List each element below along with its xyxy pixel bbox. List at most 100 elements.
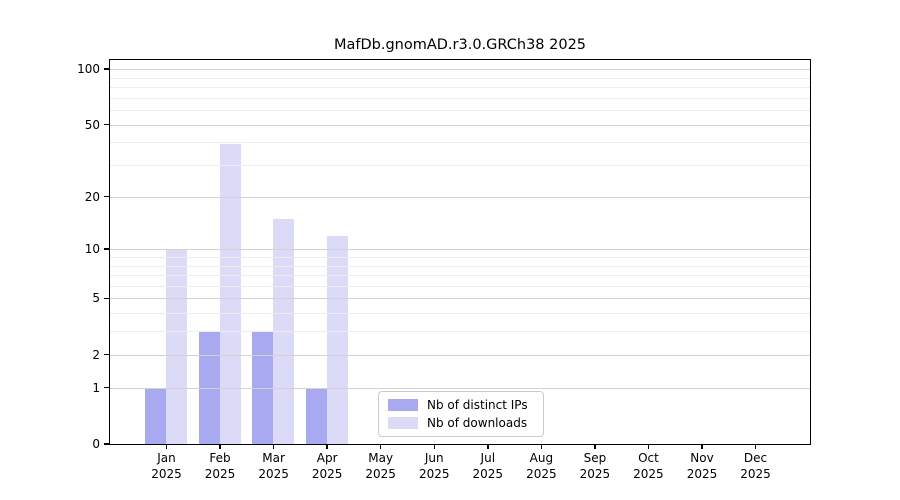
legend-item-distinct-ips: Nb of distinct IPs: [388, 398, 534, 412]
y-tick-label-2: 2: [92, 347, 100, 362]
gridline-minor-60: [110, 110, 810, 111]
bar-nb-of-downloads-feb: [219, 144, 241, 444]
y-tick-label-0: 0: [92, 437, 100, 451]
x-tick-aug: [540, 444, 543, 449]
gridline-minor-40: [110, 142, 810, 144]
gridline-major-10: [110, 249, 810, 251]
legend-label-distinct-ips: Nb of distinct IPs: [427, 398, 528, 413]
bar-nb-of-distinct-ips-mar: [252, 331, 274, 444]
x-tick-month: May: [368, 451, 394, 465]
gridline-minor-4: [110, 313, 810, 315]
y-tick-label-5: 5: [92, 291, 100, 306]
x-tick-label-apr: Apr 2025: [295, 451, 359, 482]
x-tick-month: Apr: [316, 451, 338, 465]
x-tick-label-jan: Jan 2025: [135, 451, 199, 482]
y-tick-label-50: 50: [84, 117, 100, 132]
x-tick-year: 2025: [365, 466, 396, 481]
gridline-minor-7: [110, 275, 810, 276]
bar-nb-of-downloads-jan: [166, 249, 187, 444]
bar-nb-of-distinct-ips-feb: [198, 331, 220, 444]
plot-area: [110, 60, 810, 444]
x-tick-label-jun: Jun 2025: [402, 451, 466, 482]
x-tick-nov: [701, 444, 703, 449]
x-tick-dec: [754, 444, 757, 449]
x-tick-year: 2025: [633, 466, 664, 481]
gridline-major-5: [110, 298, 810, 300]
bar-nb-of-downloads-apr: [326, 235, 348, 444]
gridline-minor-3: [110, 331, 810, 333]
bar-nb-of-distinct-ips-apr: [305, 387, 327, 444]
y-tick-0: [104, 443, 109, 445]
y-tick-1: [104, 386, 109, 389]
legend-label-downloads: Nb of downloads: [427, 415, 528, 430]
gridline-minor-80: [110, 86, 810, 88]
gridline-major-20: [110, 196, 810, 198]
legend: Nb of distinct IPs Nb of downloads: [378, 391, 544, 437]
x-tick-month: Sep: [583, 451, 607, 465]
y-tick-label-10: 10: [84, 242, 100, 257]
x-tick-year: 2025: [151, 466, 182, 481]
y-tick-50: [104, 123, 109, 126]
gridline-major-1: [110, 387, 810, 389]
x-tick-year: 2025: [579, 466, 611, 481]
x-tick-label-mar: Mar 2025: [242, 451, 306, 482]
legend-swatch-downloads: [388, 416, 418, 429]
x-tick-mar: [272, 444, 275, 449]
x-tick-jun: [433, 444, 435, 449]
legend-item-downloads: Nb of downloads: [388, 416, 534, 430]
y-tick-label-20: 20: [84, 189, 100, 204]
bar-nb-of-distinct-ips-jan: [145, 387, 166, 444]
x-tick-month: Feb: [209, 451, 231, 465]
x-tick-feb: [219, 444, 221, 449]
x-tick-year: 2025: [526, 466, 557, 481]
y-tick-20: [104, 195, 109, 198]
x-tick-apr: [326, 444, 328, 449]
x-tick-label-dec: Dec 2025: [724, 451, 788, 482]
x-tick-month: Aug: [529, 451, 554, 465]
x-tick-month: Nov: [690, 451, 714, 465]
x-tick-year: 2025: [472, 466, 504, 481]
legend-swatch-distinct-ips: [388, 399, 418, 412]
gridline-major-2: [110, 354, 810, 356]
x-tick-year: 2025: [686, 466, 718, 481]
x-tick-year: 2025: [204, 466, 236, 481]
y-tick-5: [104, 297, 109, 300]
x-tick-may: [379, 444, 382, 449]
x-tick-year: 2025: [740, 466, 771, 481]
x-tick-label-may: May 2025: [349, 451, 413, 482]
x-tick-year: 2025: [258, 466, 289, 481]
gridline-minor-70: [110, 97, 810, 99]
gridline-minor-6: [110, 285, 810, 287]
gridline-major-100: [110, 69, 810, 70]
x-tick-jul: [487, 444, 489, 449]
x-tick-month: Jan: [157, 451, 176, 465]
x-tick-month: Jul: [480, 451, 496, 465]
y-tick-2: [104, 353, 109, 356]
x-tick-month: Jun: [424, 451, 444, 465]
x-tick-label-jul: Jul 2025: [456, 451, 520, 482]
x-tick-sep: [594, 444, 596, 449]
x-tick-oct: [647, 444, 650, 449]
chart-title: MafDb.gnomAD.r3.0.GRCh38 2025: [333, 37, 587, 53]
x-tick-year: 2025: [311, 466, 343, 481]
x-tick-label-sep: Sep 2025: [563, 451, 627, 482]
gridline-major-50: [110, 124, 810, 126]
y-tick-label-1: 1: [92, 380, 100, 395]
x-tick-label-feb: Feb 2025: [188, 451, 252, 482]
gridline-minor-30: [110, 165, 810, 166]
gridline-minor-90: [110, 77, 810, 79]
y-tick-100: [104, 68, 109, 70]
gridline-minor-8: [110, 265, 810, 267]
gridline-minor-9: [110, 256, 810, 258]
y-tick-10: [104, 248, 109, 250]
x-tick-month: Dec: [743, 451, 768, 465]
x-tick-label-nov: Nov 2025: [670, 451, 734, 482]
x-tick-jan: [165, 444, 168, 449]
x-tick-label-aug: Aug 2025: [509, 451, 573, 482]
x-tick-month: Oct: [638, 451, 659, 465]
x-tick-year: 2025: [418, 466, 450, 481]
x-tick-month: Mar: [262, 451, 285, 465]
y-tick-label-100: 100: [77, 62, 100, 76]
x-tick-label-oct: Oct 2025: [616, 451, 680, 482]
